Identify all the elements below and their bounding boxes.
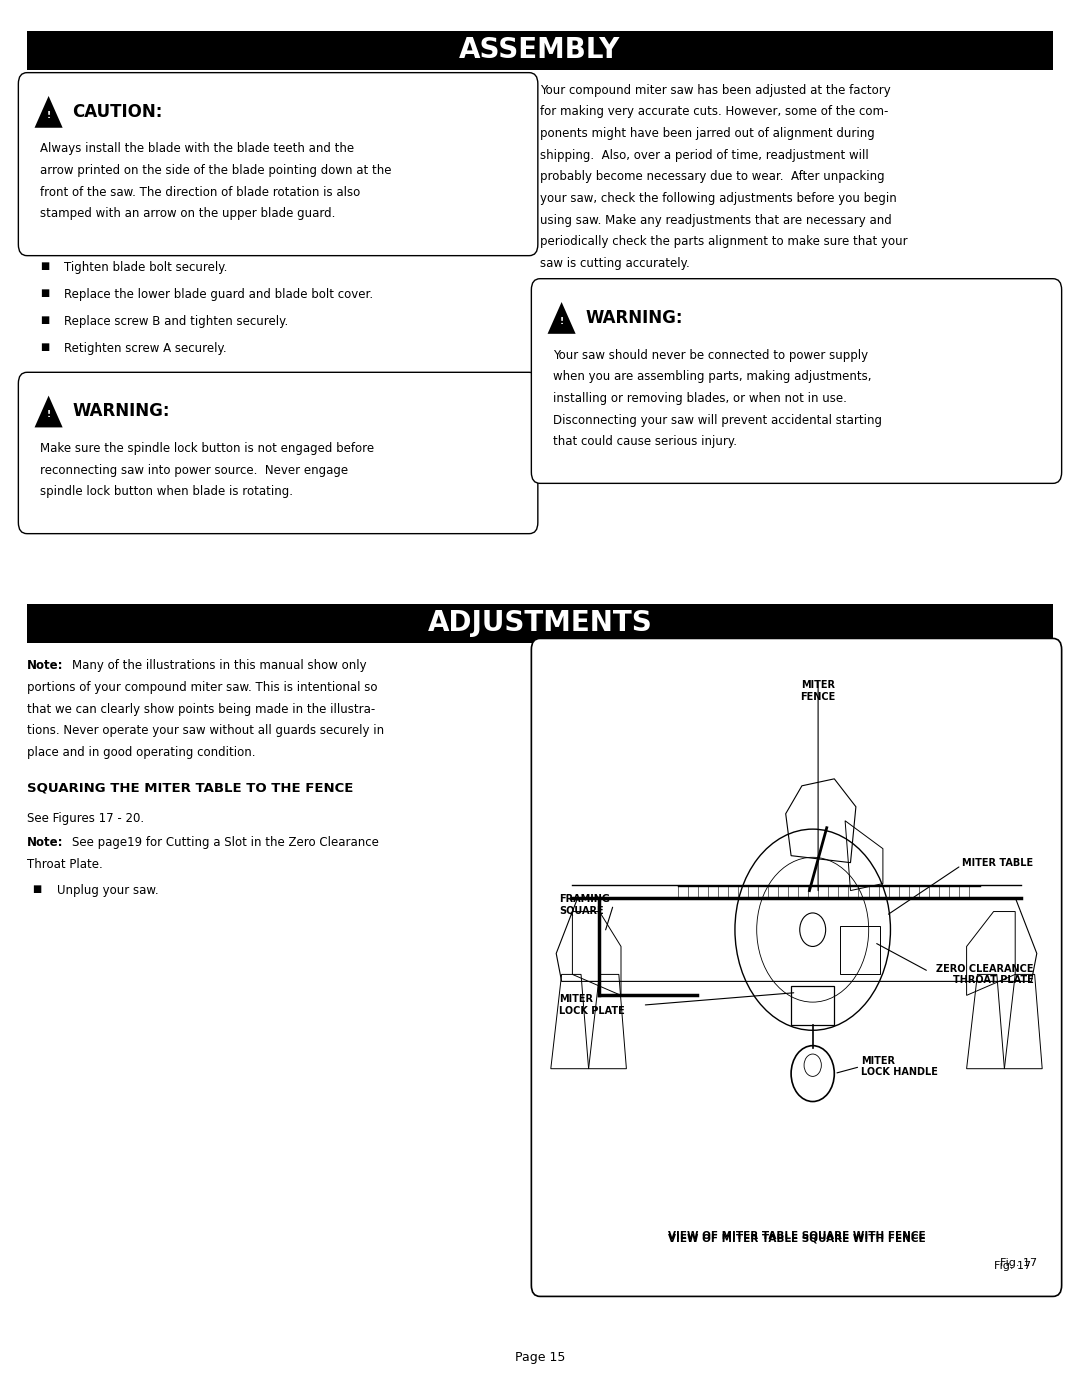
Text: probably become necessary due to wear.  After unpacking: probably become necessary due to wear. A… — [540, 170, 885, 183]
Text: for making very accurate cuts. However, some of the com-: for making very accurate cuts. However, … — [540, 106, 889, 119]
Text: See Figures 17 - 20.: See Figures 17 - 20. — [27, 813, 144, 826]
Text: Many of the illustrations in this manual show only: Many of the illustrations in this manual… — [72, 659, 367, 672]
Text: ■: ■ — [40, 261, 50, 271]
Text: shipping.  Also, over a period of time, readjustment will: shipping. Also, over a period of time, r… — [540, 148, 868, 162]
Text: SQUARING THE MITER TABLE TO THE FENCE: SQUARING THE MITER TABLE TO THE FENCE — [27, 782, 353, 795]
Text: spindle lock button when blade is rotating.: spindle lock button when blade is rotati… — [40, 486, 293, 499]
Text: MITER
FENCE: MITER FENCE — [800, 680, 836, 701]
Text: Always install the blade with the blade teeth and the: Always install the blade with the blade … — [40, 142, 354, 155]
FancyBboxPatch shape — [18, 73, 538, 256]
Text: stamped with an arrow on the upper blade guard.: stamped with an arrow on the upper blade… — [40, 208, 335, 221]
FancyBboxPatch shape — [531, 638, 1062, 1296]
Text: Retighten screw A securely.: Retighten screw A securely. — [64, 342, 227, 355]
Text: MITER TABLE: MITER TABLE — [962, 858, 1034, 868]
Text: WARNING:: WARNING: — [72, 402, 170, 420]
Text: See page19 for Cutting a Slot in the Zero Clearance: See page19 for Cutting a Slot in the Zer… — [72, 837, 379, 849]
Text: !: ! — [46, 411, 51, 419]
Text: Page 15: Page 15 — [515, 1351, 565, 1365]
Text: arrow printed on the side of the blade pointing down at the: arrow printed on the side of the blade p… — [40, 165, 391, 177]
Text: ponents might have been jarred out of alignment during: ponents might have been jarred out of al… — [540, 127, 875, 140]
Polygon shape — [35, 96, 63, 127]
Text: Your saw should never be connected to power supply: Your saw should never be connected to po… — [553, 348, 868, 362]
Text: Replace the lower blade guard and blade bolt cover.: Replace the lower blade guard and blade … — [64, 288, 373, 302]
Text: ■: ■ — [40, 288, 50, 299]
Text: portions of your compound miter saw. This is intentional so: portions of your compound miter saw. Thi… — [27, 680, 378, 694]
FancyBboxPatch shape — [18, 373, 538, 534]
FancyBboxPatch shape — [27, 31, 1053, 70]
Text: using saw. Make any readjustments that are necessary and: using saw. Make any readjustments that a… — [540, 214, 892, 226]
Text: Unplug your saw.: Unplug your saw. — [57, 884, 159, 897]
Text: ■: ■ — [40, 342, 50, 352]
Text: Disconnecting your saw will prevent accidental starting: Disconnecting your saw will prevent acci… — [553, 414, 882, 426]
Text: Throat Plate.: Throat Plate. — [27, 858, 103, 870]
Text: ASSEMBLY: ASSEMBLY — [459, 36, 621, 64]
Text: Fig. 17: Fig. 17 — [1000, 1259, 1037, 1268]
Text: !: ! — [46, 110, 51, 120]
Text: reconnecting saw into power source.  Never engage: reconnecting saw into power source. Neve… — [40, 464, 348, 476]
Text: Make sure the spindle lock button is not engaged before: Make sure the spindle lock button is not… — [40, 443, 374, 455]
Text: ADJUSTMENTS: ADJUSTMENTS — [428, 609, 652, 637]
FancyBboxPatch shape — [531, 278, 1062, 483]
Text: place and in good operating condition.: place and in good operating condition. — [27, 746, 256, 759]
Text: Your compound miter saw has been adjusted at the factory: Your compound miter saw has been adjuste… — [540, 84, 891, 96]
Text: VIEW OF MITER TABLE SQUARE WITH FENCE: VIEW OF MITER TABLE SQUARE WITH FENCE — [667, 1234, 926, 1243]
FancyBboxPatch shape — [27, 604, 1053, 643]
Text: your saw, check the following adjustments before you begin: your saw, check the following adjustment… — [540, 191, 896, 205]
Text: Replace screw B and tighten securely.: Replace screw B and tighten securely. — [64, 316, 288, 328]
Text: MITER
LOCK HANDLE: MITER LOCK HANDLE — [862, 1056, 939, 1077]
Text: WARNING:: WARNING: — [585, 309, 683, 327]
Text: MITER
LOCK PLATE: MITER LOCK PLATE — [559, 995, 625, 1016]
Polygon shape — [548, 302, 576, 334]
Text: VIEW OF MITER TABLE SQUARE WITH FENCE: VIEW OF MITER TABLE SQUARE WITH FENCE — [667, 1231, 926, 1241]
Text: front of the saw. The direction of blade rotation is also: front of the saw. The direction of blade… — [40, 186, 361, 198]
Text: !: ! — [559, 317, 564, 326]
Text: installing or removing blades, or when not in use.: installing or removing blades, or when n… — [553, 391, 847, 405]
Text: Note:: Note: — [27, 837, 64, 849]
Text: ■: ■ — [32, 884, 42, 894]
Text: tions. Never operate your saw without all guards securely in: tions. Never operate your saw without al… — [27, 724, 384, 738]
Text: ■: ■ — [40, 316, 50, 326]
Text: ZERO CLEARANCE
THROAT PLATE: ZERO CLEARANCE THROAT PLATE — [936, 964, 1034, 985]
Polygon shape — [35, 395, 63, 427]
Text: Tighten blade bolt securely.: Tighten blade bolt securely. — [64, 261, 227, 274]
Text: FRAMING
SQUARE: FRAMING SQUARE — [559, 894, 610, 915]
Text: that could cause serious injury.: that could cause serious injury. — [553, 434, 737, 448]
Text: CAUTION:: CAUTION: — [72, 103, 163, 120]
Text: Fig. 17: Fig. 17 — [995, 1261, 1031, 1271]
Text: that we can clearly show points being made in the illustra-: that we can clearly show points being ma… — [27, 703, 375, 715]
Text: saw is cutting accurately.: saw is cutting accurately. — [540, 257, 690, 270]
Text: when you are assembling parts, making adjustments,: when you are assembling parts, making ad… — [553, 370, 872, 383]
Text: Note:: Note: — [27, 659, 64, 672]
Text: periodically check the parts alignment to make sure that your: periodically check the parts alignment t… — [540, 235, 907, 249]
